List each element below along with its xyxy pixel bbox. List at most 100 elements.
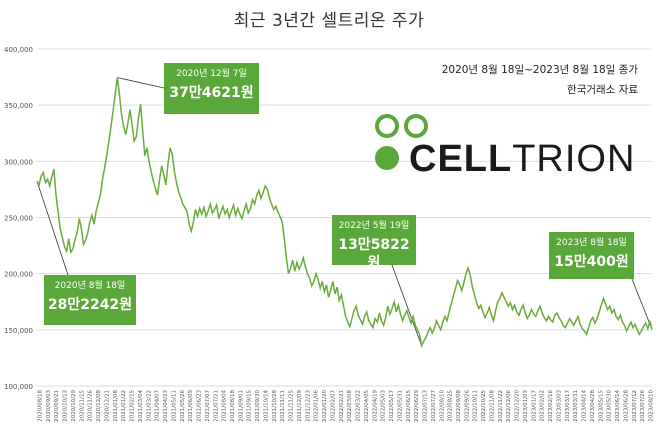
- x-tick-label: 2021/03/22: [146, 390, 152, 422]
- logo-wordmark: CELLTRION: [409, 137, 635, 181]
- x-tick-label: 2022/03/22: [356, 390, 362, 422]
- y-tick-label: 150,000: [4, 327, 33, 335]
- chart-title: 최근 3년간 셀트리온 주가: [233, 11, 425, 31]
- callout-leader-line: [391, 264, 423, 346]
- x-tick-label: 2022/12/06: [506, 390, 512, 422]
- callout-date: 2020년 12월 7일: [176, 69, 247, 79]
- logo-wordmark-light: TRION: [512, 138, 636, 180]
- callout-leader-line: [631, 278, 653, 330]
- callout-peak: 2020년 12월 7일 37만4621원: [164, 63, 259, 114]
- x-tick-label: 2023/02/02: [540, 390, 546, 422]
- x-tick-label: 2021/05/26: [180, 390, 186, 422]
- x-tick-label: 2023/06/14: [615, 390, 621, 422]
- x-tick-label: 2021/06/09: [188, 390, 194, 422]
- y-tick-label: 350,000: [4, 102, 33, 110]
- x-tick-label: 2022/02/07: [330, 390, 336, 422]
- x-tick-label: 2021/08/18: [230, 390, 236, 422]
- x-tick-label: 2020/12/21: [104, 390, 110, 422]
- logo-wordmark-bold: CELL: [409, 138, 513, 180]
- callout-price: 37만4621원: [169, 85, 254, 101]
- x-tick-label: 2022/01/20: [322, 390, 328, 422]
- x-tick-label: 2020/12/08: [96, 390, 102, 422]
- x-tick-label: 2022/07/27: [431, 390, 437, 422]
- x-tick-label: 2022/01/06: [314, 390, 320, 422]
- x-tick-label: 2020/10/29: [71, 390, 77, 422]
- callout-price: 15만400원: [554, 254, 629, 270]
- x-tick-label: 2022/02/21: [339, 390, 345, 422]
- x-tick-label: 2022/03/08: [347, 390, 353, 422]
- callout-start: 2020년 8월 18일 28만2242원: [44, 275, 136, 325]
- x-tick-label: 2021/05/11: [171, 390, 177, 422]
- x-tick-label: 2022/11/22: [498, 390, 504, 422]
- callout-price: 28만2242원: [47, 297, 133, 313]
- x-tick-label: 2023/05/15: [598, 390, 604, 422]
- x-tick-label: 2022/06/29: [414, 390, 420, 422]
- x-tick-label: 2022/05/03: [381, 390, 387, 422]
- x-tick-label: 2021/12/23: [305, 390, 311, 422]
- price-series-line: [36, 77, 653, 349]
- x-tick-label: 2022/12/20: [515, 390, 521, 422]
- callout-end: 2023년 8월 18일 15만400원: [549, 232, 634, 279]
- x-tick-label: 2023/02/16: [548, 390, 554, 422]
- x-tick-label: 2023/04/28: [590, 390, 596, 422]
- x-tick-label: 2021/10/14: [263, 390, 269, 422]
- callout-leader-line: [117, 77, 165, 89]
- x-tick-label: 2022/10/25: [481, 390, 487, 422]
- callout-low: 2022년 5월 19일 13만5822원: [332, 215, 416, 271]
- x-tick-label: 2021/07/21: [213, 390, 219, 422]
- x-tick-label: 2023/07/12: [632, 390, 638, 422]
- x-tick-label: 2022/05/31: [397, 390, 403, 422]
- x-tick-label: 2021/01/08: [113, 390, 119, 422]
- x-tick-label: 2023/04/14: [582, 390, 588, 422]
- x-tick-label: 2022/10/11: [473, 390, 479, 422]
- y-tick-label: 100,000: [4, 383, 33, 391]
- x-tick-label: 2022/11/08: [489, 390, 495, 422]
- source-note: 한국거래소 자료: [567, 84, 638, 96]
- x-tick-label: 2021/09/15: [247, 390, 253, 422]
- x-tick-label: 2023/01/17: [531, 390, 537, 422]
- x-tick-label: 2021/11/25: [289, 390, 295, 422]
- x-tick-label: 2023/07/26: [640, 390, 646, 422]
- x-tick-label: 2021/06/23: [197, 390, 203, 422]
- x-tick-label: 2021/01/22: [121, 390, 127, 422]
- x-tick-label: 2023/03/17: [565, 390, 571, 422]
- x-tick-label: 2022/08/25: [448, 390, 454, 422]
- x-tick-label: 2021/11/11: [280, 390, 286, 422]
- x-tick-label: 2021/08/04: [222, 390, 228, 422]
- period-note: 2020년 8월 18일~2023년 8월 18일 종가: [441, 64, 638, 76]
- x-tick-label: 2022/04/05: [364, 390, 370, 422]
- logo-circles-icon: [375, 114, 428, 170]
- x-tick-label: 2023/06/28: [623, 390, 629, 422]
- y-tick-label: 300,000: [4, 158, 33, 166]
- x-tick-label: 2022/09/26: [464, 390, 470, 422]
- x-tick-label: 2023/01/03: [523, 390, 529, 422]
- x-tick-label: 2021/12/09: [297, 390, 303, 422]
- x-tick-label: 2020/08/18: [38, 390, 44, 422]
- x-tick-label: 2021/07/07: [205, 390, 211, 422]
- x-tick-label: 2023/05/30: [607, 390, 613, 422]
- x-tick-label: 2022/05/17: [389, 390, 395, 422]
- x-tick-label: 2020/09/03: [46, 390, 52, 422]
- callout-price: 13만5822원: [338, 237, 410, 271]
- x-tick-label: 2021/09/01: [238, 390, 244, 422]
- x-tick-label: 2021/09/30: [255, 390, 261, 422]
- celltrion-logo: CELLTRION: [373, 113, 635, 181]
- callout-leader-line: [36, 181, 69, 276]
- x-tick-label: 2021/04/07: [155, 390, 161, 422]
- x-tick-label: 2021/04/23: [163, 390, 169, 422]
- x-tick-label: 2023/03/31: [573, 390, 579, 422]
- x-tick-label: 2023/08/10: [649, 390, 655, 422]
- callout-date: 2020년 8월 18일: [54, 281, 126, 291]
- x-tick-label: 2020/11/26: [88, 390, 94, 422]
- callout-date: 2023년 8월 18일: [556, 238, 627, 248]
- x-tick-label: 2023/03/03: [556, 390, 562, 422]
- x-tick-label: 2022/09/08: [456, 390, 462, 422]
- y-tick-label: 200,000: [4, 271, 33, 279]
- x-tick-label: 2022/07/13: [423, 390, 429, 422]
- x-tick-label: 2020/09/21: [54, 390, 60, 422]
- callout-date: 2022년 5월 19일: [338, 221, 410, 231]
- y-tick-label: 400,000: [4, 46, 33, 54]
- x-tick-label: 2022/04/19: [372, 390, 378, 422]
